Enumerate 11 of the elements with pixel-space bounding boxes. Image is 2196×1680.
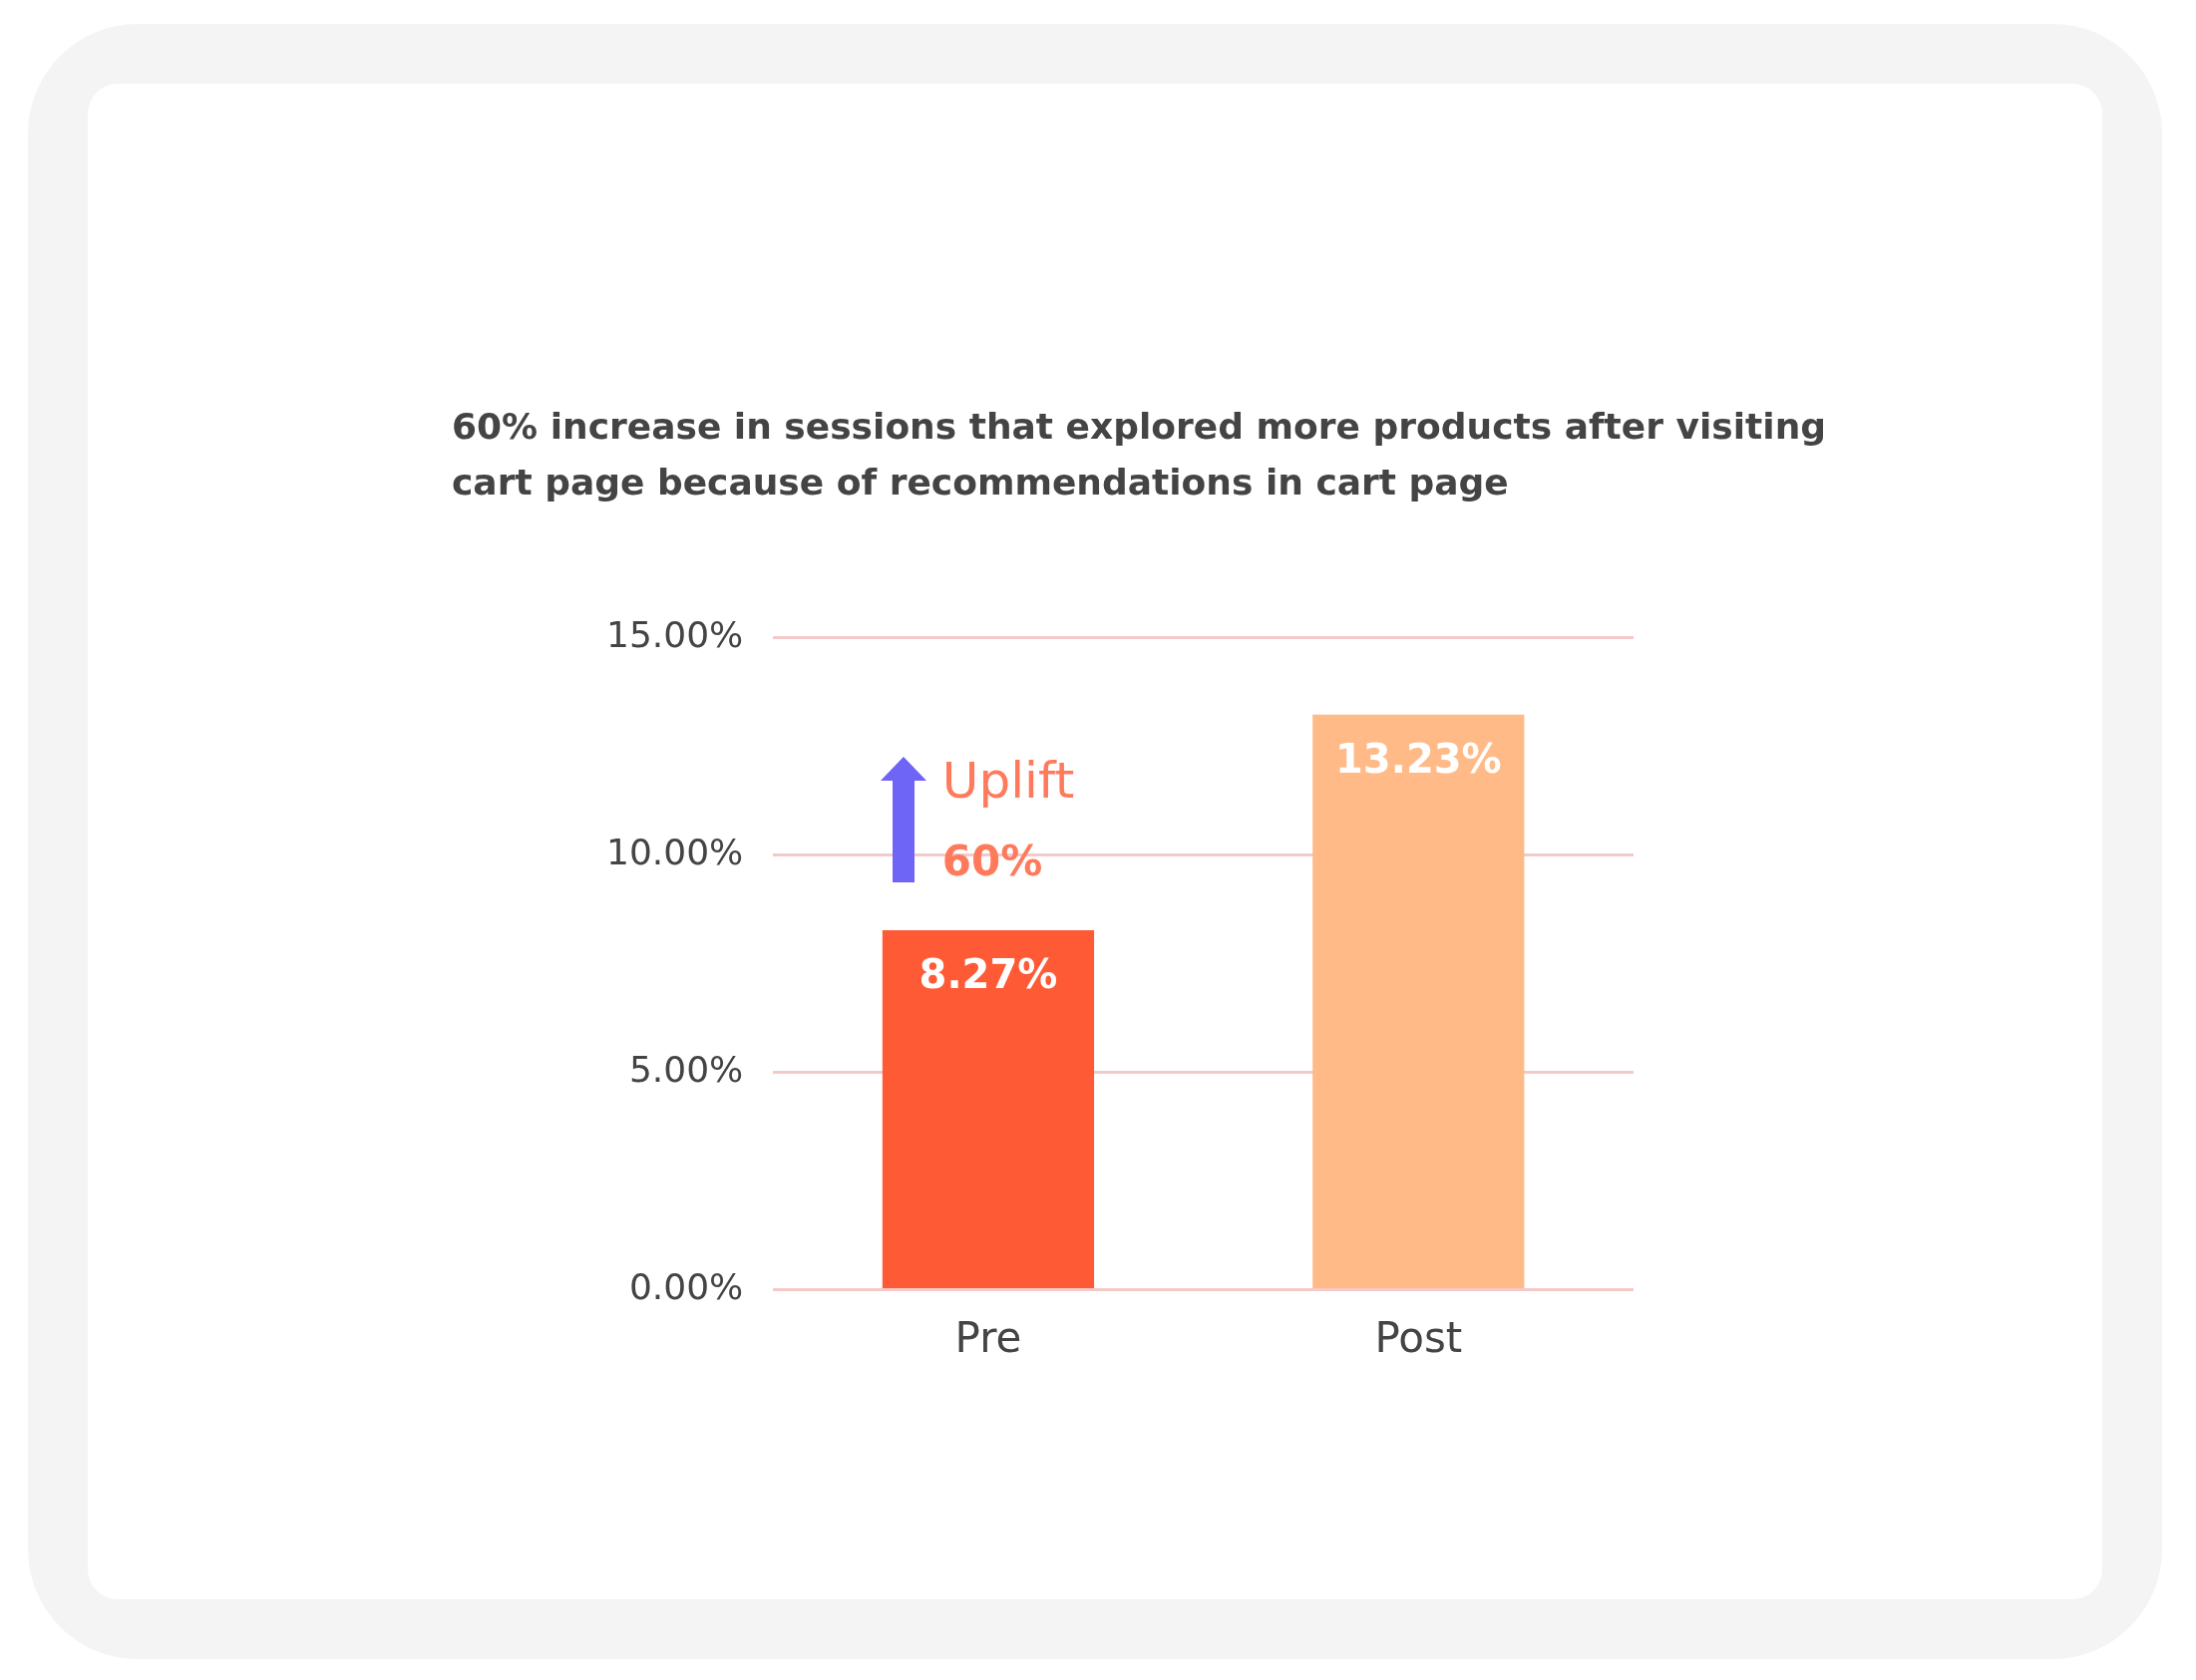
x-tick-label: Post xyxy=(1374,1312,1463,1362)
data-label: 13.23% xyxy=(1335,736,1502,783)
x-tick-label: Pre xyxy=(954,1312,1022,1362)
y-tick-label: 5.00% xyxy=(628,1048,744,1090)
y-tick-label: 10.00% xyxy=(605,831,744,872)
annotation: Uplift xyxy=(941,752,1075,811)
chart-title: 60% increase in sessions that explored more products after visiting cart page because of recommendations in cart page xyxy=(452,405,1828,504)
y-tick-label: 0.00% xyxy=(628,1265,744,1307)
annotation: 60% xyxy=(941,836,1043,885)
data-label: 8.27% xyxy=(918,951,1058,998)
y-tick-label: 15.00% xyxy=(605,613,744,655)
